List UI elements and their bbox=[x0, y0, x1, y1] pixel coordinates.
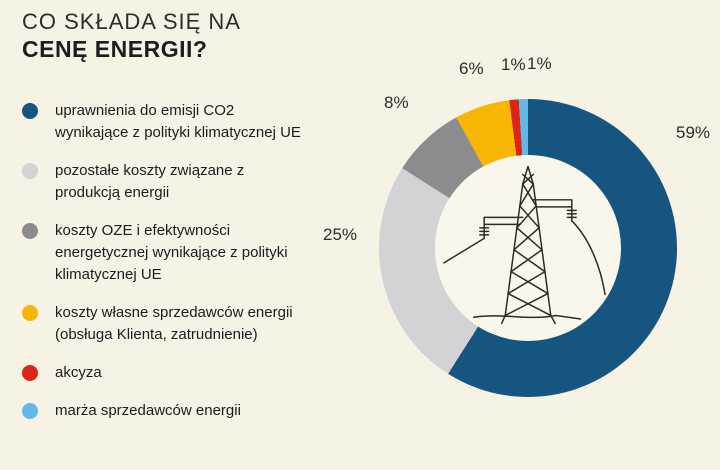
title-line-1: CO SKŁADA SIĘ NA bbox=[22, 9, 241, 34]
legend-label: marża sprzedawców energii bbox=[55, 402, 241, 419]
donut-hole bbox=[435, 155, 621, 341]
slice-label-25: 25% bbox=[323, 225, 358, 244]
legend-dot bbox=[22, 163, 38, 179]
chart-legend: uprawnienia do emisji CO2 wynikające z p… bbox=[22, 100, 312, 422]
legend-dot bbox=[22, 365, 38, 381]
legend-label: pozostałe koszty związane z produkcją en… bbox=[55, 162, 245, 201]
legend-label: koszty własne sprzedawców energii (obsłu… bbox=[55, 304, 293, 343]
transmission-tower-icon bbox=[443, 165, 606, 325]
legend-item-akcyza: akcyza bbox=[22, 362, 312, 384]
legend-dot bbox=[22, 305, 38, 321]
legend-dot bbox=[22, 223, 38, 239]
legend-dot bbox=[22, 103, 38, 119]
slice-label-1-akcyza: 1% bbox=[501, 55, 526, 74]
slice-label-59: 59% bbox=[676, 123, 711, 142]
slice-label-6: 6% bbox=[459, 59, 484, 78]
legend-item-marza: marża sprzedawców energii bbox=[22, 400, 312, 422]
legend-label: akcyza bbox=[55, 364, 102, 381]
legend-label: koszty OZE i efektywności energetycznej … bbox=[55, 222, 288, 283]
title-line-2: CENĘ ENERGII? bbox=[22, 35, 208, 62]
legend-item-oze: koszty OZE i efektywności energetycznej … bbox=[22, 220, 312, 286]
slice-label-1-marza: 1% bbox=[527, 54, 552, 73]
donut-chart bbox=[379, 99, 677, 397]
page-title: CO SKŁADA SIĘ NA CENĘ ENERGII? bbox=[22, 8, 241, 63]
legend-item-co2: uprawnienia do emisji CO2 wynikające z p… bbox=[22, 100, 312, 144]
legend-item-pozostale: pozostałe koszty związane z produkcją en… bbox=[22, 160, 312, 204]
legend-label: uprawnienia do emisji CO2 wynikające z p… bbox=[55, 102, 301, 141]
slice-label-8: 8% bbox=[384, 93, 409, 112]
legend-dot bbox=[22, 403, 38, 419]
legend-item-koszty-wlasne: koszty własne sprzedawców energii (obsłu… bbox=[22, 302, 312, 346]
